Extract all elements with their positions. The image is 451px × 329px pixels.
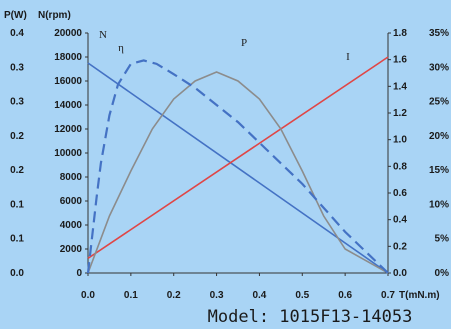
right-inner-tick-label: 0.2 — [393, 241, 407, 252]
x-tick-label: 0.0 — [81, 290, 95, 301]
labels-layer: T(mN.m) P(W) N(rpm) N I Pη — [4, 10, 440, 301]
right-outer-tick-label: 20% — [429, 131, 449, 142]
right-inner-tick-label: 1.2 — [393, 108, 407, 119]
series-layer — [86, 56, 389, 274]
left-inner-tick-label: 10000 — [54, 148, 82, 159]
series-label: I — [346, 51, 350, 63]
right-inner-tick-label: 1.4 — [393, 81, 407, 92]
left-outer-tick-label: 0.1 — [10, 199, 24, 210]
left-outer-tick-label: 0.3 — [10, 62, 24, 73]
series-label: η — [118, 42, 124, 54]
ticks-layer: 0.0 0.1 0.2 0.3 0.4 0.5 0.6 0.7 0.0 0.1 0.1 0.2 0.2 0… — [10, 28, 449, 301]
left-inner-tick-label: 12000 — [54, 124, 82, 135]
left-inner-tick-label: 4000 — [60, 220, 83, 231]
left-inner-tick-label: 0 — [76, 268, 82, 279]
x-tick-label: 0.3 — [210, 290, 224, 301]
left-inner-tick-label: 8000 — [60, 172, 83, 183]
left-outer-tick-label: 0.3 — [10, 97, 24, 108]
model-label: Model: 1015F13-14053 — [208, 307, 413, 327]
x-tick-label: 0.4 — [252, 290, 266, 301]
left-outer-tick-label: 0.1 — [10, 234, 24, 245]
left-inner-axis-title: N(rpm) — [38, 10, 71, 21]
left-inner-tick-label: 16000 — [54, 76, 82, 87]
left-inner-tick-label: 14000 — [54, 100, 82, 111]
right-outer-tick-label: 0% — [435, 268, 450, 279]
right-outer-tick-label: 25% — [429, 97, 449, 108]
x-tick-label: 0.1 — [124, 290, 138, 301]
x-tick-label: 0.7 — [381, 290, 395, 301]
right-inner-tick-label: 0.4 — [393, 215, 407, 226]
right-outer-tick-label: 30% — [429, 62, 449, 73]
left-outer-tick-label: 0.2 — [10, 165, 24, 176]
left-outer-tick-label: 0.2 — [10, 131, 24, 142]
left-inner-tick-label: 20000 — [54, 28, 82, 39]
series-label: P — [241, 37, 247, 49]
right-outer-tick-label: 10% — [429, 199, 449, 210]
right-inner-tick-label: 1.6 — [393, 55, 407, 66]
right-inner-tick-label: 1.8 — [393, 28, 407, 39]
series-line-p — [87, 71, 389, 274]
left-outer-tick-label: 0.0 — [10, 268, 24, 279]
left-outer-tick-label: 0.4 — [10, 28, 24, 39]
right-outer-tick-label: 35% — [429, 28, 449, 39]
series-line-eta — [86, 59, 389, 274]
right-inner-tick-label: 1.0 — [393, 135, 407, 146]
right-outer-tick-label: 5% — [435, 234, 450, 245]
series-line-i — [87, 56, 389, 259]
right-inner-tick-label: 0.0 — [393, 268, 407, 279]
x-tick-label: 0.2 — [167, 290, 181, 301]
x-tick-label: 0.6 — [338, 290, 352, 301]
right-inner-tick-label: 0.8 — [393, 161, 407, 172]
right-outer-tick-label: 15% — [429, 165, 449, 176]
left-inner-tick-label: 18000 — [54, 52, 82, 63]
x-tick-label: 0.5 — [295, 290, 309, 301]
series-label: N — [99, 29, 107, 41]
left-inner-tick-label: 2000 — [60, 244, 83, 255]
right-inner-tick-label: 0.6 — [393, 188, 407, 199]
x-axis-title: T(mN.m) — [399, 290, 440, 301]
left-outer-axis-title: P(W) — [4, 10, 27, 21]
left-inner-tick-label: 6000 — [60, 196, 83, 207]
